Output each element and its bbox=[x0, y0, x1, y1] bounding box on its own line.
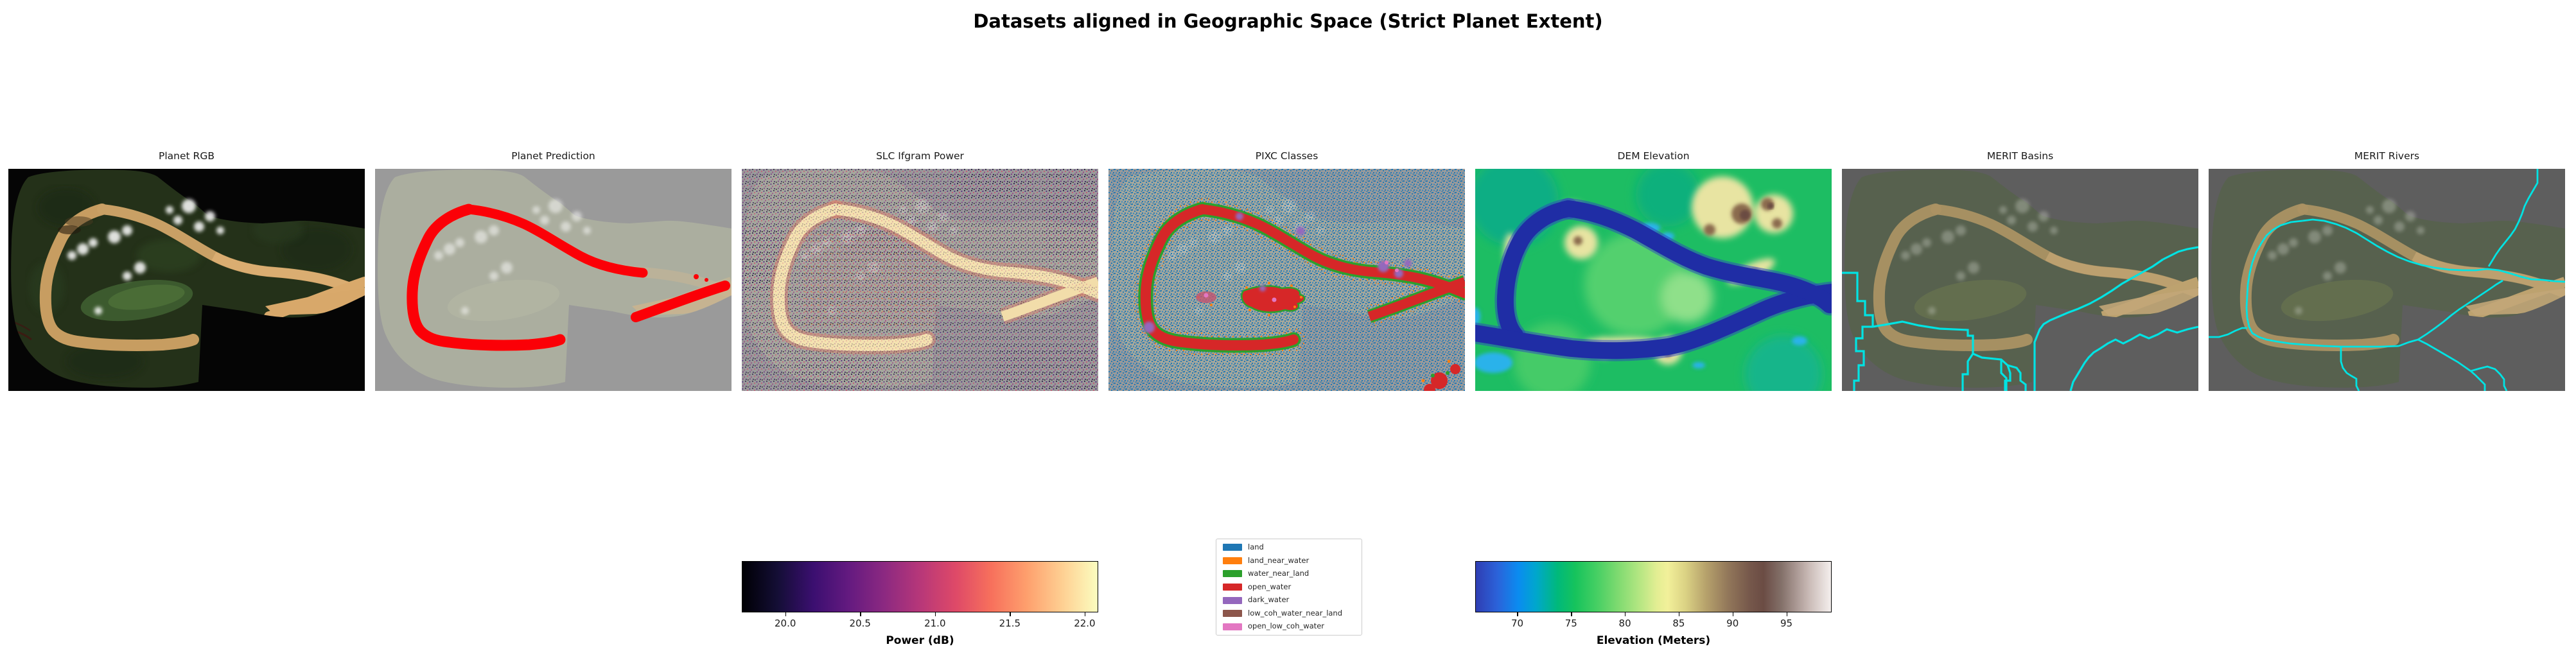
panel-dem-elevation: DEM Elevation bbox=[1475, 150, 1832, 391]
legend-swatch bbox=[1223, 583, 1242, 591]
elevation-colorbar: 70 75 80 85 90 95 Elevation (Meters) bbox=[1475, 561, 1832, 647]
legend-item-land-near-water: land_near_water bbox=[1223, 557, 1355, 565]
panel-planet-rgb: Planet RGB bbox=[8, 150, 365, 391]
elevation-tick: 85 bbox=[1672, 618, 1685, 629]
legend-item-water-near-land: water_near_land bbox=[1223, 570, 1355, 578]
legend-label: land bbox=[1248, 542, 1264, 551]
panel-slc-ifgram-power: SLC Ifgram Power bbox=[742, 150, 1098, 391]
legend-item-land: land bbox=[1223, 542, 1355, 551]
panel-title: SLC Ifgram Power bbox=[876, 150, 964, 162]
elevation-tick: 95 bbox=[1780, 618, 1793, 629]
legend-swatch bbox=[1223, 610, 1242, 618]
elevation-tick: 75 bbox=[1564, 618, 1577, 629]
slc-ifgram-power-image bbox=[742, 169, 1098, 391]
power-tick: 21.0 bbox=[924, 618, 946, 629]
legend-swatch bbox=[1223, 596, 1242, 604]
power-colorbar-gradient bbox=[742, 561, 1098, 612]
panel-title: Planet RGB bbox=[159, 150, 215, 162]
legend-label: low_coh_water_near_land bbox=[1248, 608, 1343, 618]
planet-prediction-image bbox=[375, 169, 732, 391]
elevation-tick: 70 bbox=[1511, 618, 1524, 629]
elevation-tick: 90 bbox=[1726, 618, 1739, 629]
open-low-coh-water-specks bbox=[1204, 261, 1399, 302]
prediction-water-mask bbox=[412, 209, 730, 345]
elevation-tick: 80 bbox=[1618, 618, 1631, 629]
legend-label: open_low_coh_water bbox=[1248, 621, 1324, 631]
legend-swatch bbox=[1223, 544, 1242, 551]
planet-rgb-image bbox=[8, 169, 365, 391]
panel-planet-prediction: Planet Prediction bbox=[375, 150, 732, 391]
power-tick: 20.0 bbox=[775, 618, 796, 629]
tick-mark bbox=[1571, 612, 1572, 616]
legend-item-open-low-coh-water: open_low_coh_water bbox=[1223, 623, 1355, 630]
legend-swatch bbox=[1223, 570, 1242, 578]
tick-mark bbox=[785, 612, 787, 616]
panel-title: DEM Elevation bbox=[1617, 150, 1690, 162]
legend-label: dark_water bbox=[1248, 595, 1290, 605]
pixc-classes-image bbox=[1108, 169, 1465, 391]
power-colorbar: 20.0 20.5 21.0 21.5 22.0 Power (dB) bbox=[742, 561, 1098, 647]
legend-item-dark-water: dark_water bbox=[1223, 596, 1355, 604]
power-tick: 21.5 bbox=[999, 618, 1021, 629]
pixc-class-legend: land land_near_water water_near_land ope… bbox=[1216, 539, 1362, 636]
basin-boundaries bbox=[1842, 246, 2198, 391]
legend-item-open-water: open_water bbox=[1223, 582, 1355, 591]
river-centerlines bbox=[2209, 169, 2565, 391]
tick-mark bbox=[860, 612, 861, 616]
legend-swatch bbox=[1223, 623, 1242, 630]
panel-title: PIXC Classes bbox=[1255, 150, 1319, 162]
panel-title: MERIT Basins bbox=[1986, 150, 2054, 162]
panel-pixc-classes: PIXC Classes bbox=[1108, 150, 1465, 391]
power-tick: 20.5 bbox=[849, 618, 871, 629]
tick-mark bbox=[1517, 612, 1518, 616]
panel-merit-rivers: MERIT Rivers bbox=[2209, 150, 2565, 391]
legend-item-low-coh-water-near-land: low_coh_water_near_land bbox=[1223, 608, 1355, 618]
panel-title: Planet Prediction bbox=[511, 150, 595, 162]
elevation-colorbar-label: Elevation (Meters) bbox=[1596, 634, 1711, 647]
corner-water-cluster bbox=[1421, 359, 1460, 391]
panel-merit-basins: MERIT Basins bbox=[1842, 150, 2198, 391]
figure-title: Datasets aligned in Geographic Space (St… bbox=[973, 10, 1603, 32]
tick-mark bbox=[934, 612, 936, 616]
legend-label: land_near_water bbox=[1248, 555, 1310, 565]
legend-label: water_near_land bbox=[1248, 569, 1310, 578]
merit-rivers-image bbox=[2209, 169, 2565, 391]
legend-swatch bbox=[1223, 557, 1242, 564]
river-channel bbox=[1475, 198, 1832, 361]
dem-elevation-image bbox=[1475, 169, 1832, 391]
legend-label: open_water bbox=[1248, 582, 1292, 591]
power-colorbar-label: Power (dB) bbox=[886, 634, 954, 647]
elevation-colorbar-gradient bbox=[1475, 561, 1832, 612]
panel-title: MERIT Rivers bbox=[2354, 150, 2420, 162]
power-tick: 22.0 bbox=[1074, 618, 1096, 629]
merit-basins-image bbox=[1842, 169, 2198, 391]
